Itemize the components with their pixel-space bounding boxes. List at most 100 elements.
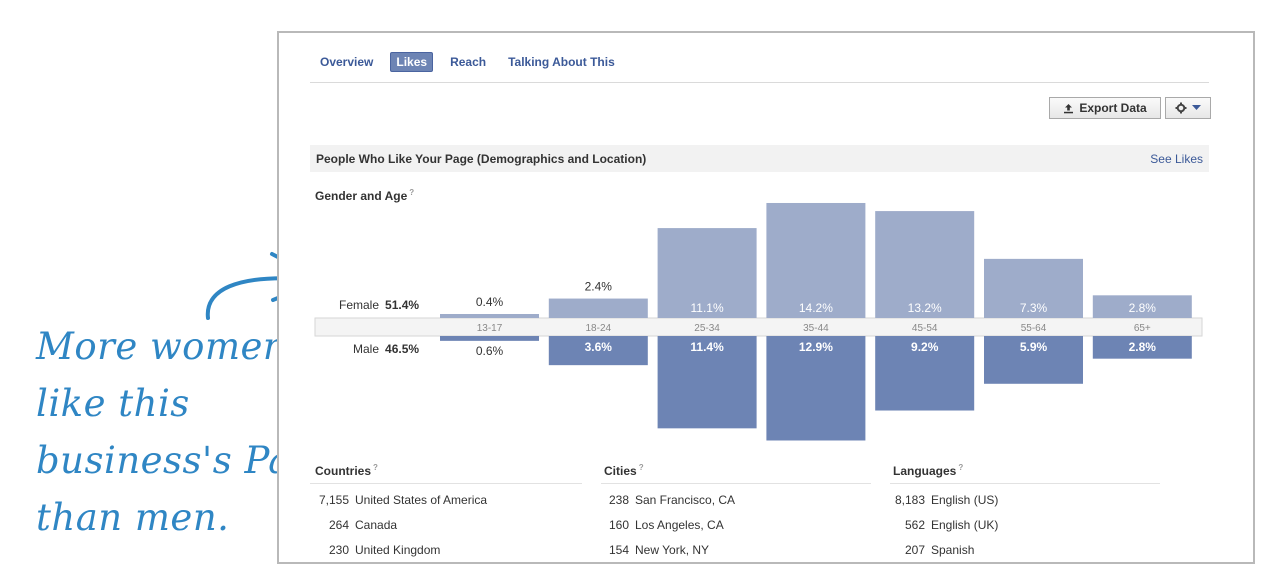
age-tick-label: 35-44 <box>803 323 829 334</box>
language-name: Spanish <box>931 543 975 557</box>
female-bar <box>440 314 539 318</box>
export-data-button[interactable]: Export Data <box>1049 97 1161 119</box>
help-icon[interactable]: ? <box>409 188 415 197</box>
gender-age-title: Gender and Age? <box>315 188 414 203</box>
country-row: 230 United Kingdom <box>309 543 440 557</box>
female-bar <box>766 202 866 318</box>
age-tick-label: 65+ <box>1134 323 1151 334</box>
male-data-label: 12.9% <box>799 340 833 354</box>
language-count: 207 <box>904 543 925 557</box>
countries-title: Countries? <box>315 463 378 478</box>
female-data-label: 14.2% <box>799 301 833 315</box>
city-row: 160 Los Angeles, CA <box>589 518 724 532</box>
countries-title-text: Countries <box>315 464 372 478</box>
language-row: 8,183 English (US) <box>885 493 998 507</box>
tab-reach[interactable]: Reach <box>450 55 487 69</box>
help-icon[interactable]: ? <box>638 463 644 472</box>
male-bar <box>766 336 866 441</box>
city-name: San Francisco, CA <box>635 493 736 507</box>
tab-talking-about-this[interactable]: Talking About This <box>508 55 615 69</box>
male-data-label: 5.9% <box>1020 340 1048 354</box>
city-row: 154 New York, NY <box>589 543 709 557</box>
annotation-line: business's Page <box>36 439 338 482</box>
age-tick-label: 25-34 <box>694 323 720 334</box>
tab-bar: Overview Likes Reach Talking About This <box>315 52 620 72</box>
language-name: English (UK) <box>931 518 999 532</box>
male-bar <box>440 336 539 341</box>
city-count: 154 <box>608 543 629 557</box>
male-data-label: 0.6% <box>476 344 504 358</box>
section-title: People Who Like Your Page (Demographics … <box>316 151 647 166</box>
cities-title-text: Cities <box>604 464 637 478</box>
export-data-label: Export Data <box>1079 101 1147 115</box>
cities-title: Cities? <box>604 463 644 478</box>
male-text: Male <box>353 342 380 356</box>
help-icon[interactable]: ? <box>958 463 964 472</box>
section-header: People Who Like Your Page (Demographics … <box>310 145 1209 172</box>
country-row: 7,155 United States of America <box>309 493 487 507</box>
divider <box>310 82 1209 83</box>
male-bar <box>984 336 1083 384</box>
languages-title-text: Languages <box>893 464 957 478</box>
male-bar <box>1092 336 1192 359</box>
city-row: 238 San Francisco, CA <box>589 493 735 507</box>
language-row: 207 Spanish <box>885 543 974 557</box>
female-percent: 51.4% <box>385 298 420 312</box>
female-data-label: 0.4% <box>476 295 504 309</box>
annotation-text: More women like this business's Page tha… <box>36 318 338 546</box>
city-name: Los Angeles, CA <box>635 518 724 532</box>
country-row: 264 Canada <box>309 518 397 532</box>
male-label: Male 46.5% <box>353 342 419 356</box>
chevron-down-icon <box>1192 105 1201 110</box>
female-bar <box>657 228 757 318</box>
female-data-label: 7.3% <box>1020 301 1048 315</box>
divider <box>890 483 1160 484</box>
female-bar <box>875 211 975 318</box>
divider <box>310 483 582 484</box>
male-percent: 46.5% <box>385 342 420 356</box>
languages-title: Languages? <box>893 463 963 478</box>
gear-icon <box>1175 102 1187 114</box>
settings-dropdown-button[interactable] <box>1165 97 1211 119</box>
see-likes-link[interactable]: See Likes <box>1150 151 1203 166</box>
language-count: 8,183 <box>894 493 925 507</box>
language-name: English (US) <box>931 493 999 507</box>
female-data-label: 2.8% <box>1129 301 1157 315</box>
country-count: 230 <box>328 543 349 557</box>
country-count: 264 <box>328 518 349 532</box>
city-name: New York, NY <box>635 543 710 557</box>
female-data-label: 11.1% <box>691 301 724 315</box>
divider <box>601 483 871 484</box>
upload-icon <box>1064 103 1074 113</box>
gender-age-title-text: Gender and Age <box>315 189 408 203</box>
female-text: Female <box>339 298 380 312</box>
tab-overview[interactable]: Overview <box>320 55 374 69</box>
female-bar <box>548 298 648 318</box>
female-label: Female 51.4% <box>339 298 419 312</box>
male-data-label: 2.8% <box>1129 340 1157 354</box>
age-tick-label: 45-54 <box>912 323 938 334</box>
male-bar <box>657 336 757 429</box>
country-count: 7,155 <box>318 493 349 507</box>
age-tick-label: 18-24 <box>586 323 612 334</box>
female-data-label: 13.2% <box>908 301 942 315</box>
city-count: 160 <box>608 518 629 532</box>
male-data-label: 3.6% <box>585 340 613 354</box>
female-bar <box>1092 295 1192 318</box>
male-bar <box>875 336 975 411</box>
language-count: 562 <box>904 518 925 532</box>
city-count: 238 <box>608 493 629 507</box>
help-icon[interactable]: ? <box>373 463 378 472</box>
annotation-line: like this <box>36 382 190 425</box>
age-tick-label: 13-17 <box>477 323 503 334</box>
male-bar <box>548 336 648 366</box>
tab-likes[interactable]: Likes <box>390 52 434 72</box>
country-name: Canada <box>355 518 398 532</box>
female-bar <box>984 258 1083 318</box>
male-data-label: 9.2% <box>911 340 939 354</box>
country-name: United Kingdom <box>355 543 441 557</box>
male-data-label: 11.4% <box>690 340 724 354</box>
annotation-line: than men. <box>36 496 230 539</box>
language-row: 562 English (UK) <box>885 518 998 532</box>
female-data-label: 2.4% <box>585 280 613 294</box>
